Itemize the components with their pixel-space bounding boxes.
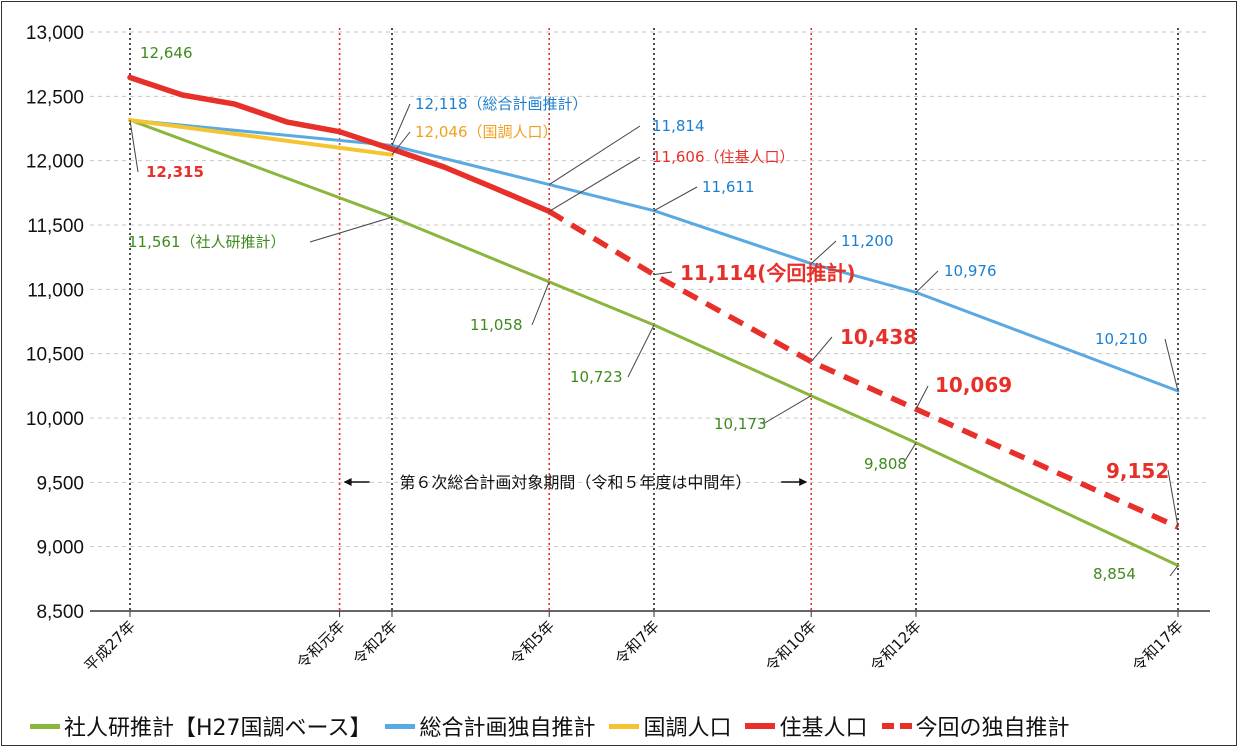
period-note: 第６次総合計画対象期間（令和５年度は中間年） [399,473,751,492]
y-tick-label: 9,500 [36,473,84,494]
legend-swatch-yellow [609,723,640,729]
data-label: 10,210 [1095,330,1148,348]
legend-item-juki: 住基人口 [745,710,868,742]
annotation-leader [810,240,837,264]
legend-item-konkai: 今回の独自推計 [881,710,1070,742]
x-tick-label: 令和12年 [867,617,925,675]
annotation-leader [309,216,393,243]
data-label: 10,173 [714,415,767,433]
annotation-leader [762,395,812,425]
data-label: 11,561（社人研推計） [128,233,286,251]
data-label: 12,046（国調人口） [415,123,558,141]
annotation-leader [1167,469,1179,528]
x-tick-label: 令和10年 [762,617,820,675]
data-label: 10,976 [944,262,997,280]
y-tick-label: 10,500 [26,345,84,366]
period-arrowhead-left [343,478,352,486]
y-tick-label: 12,500 [26,87,84,108]
annotation-leader [915,385,929,410]
x-tick-label: 令和元年 [293,617,348,672]
x-tick-label: 平成27年 [81,617,139,675]
annotation-leader [391,103,411,146]
data-label: 9,808 [864,455,907,473]
y-tick-label: 10,000 [26,409,84,430]
annotation-leader [653,271,673,276]
data-label: 11,058 [470,316,523,334]
legend-label: 住基人口 [779,716,868,741]
legend-swatch-red-dashed [881,723,912,729]
annotation-leader [653,186,698,212]
data-label: 11,114(今回推計) [680,261,855,285]
data-label: 12,118（総合計画推計） [415,95,588,113]
x-tick-label: 令和17年 [1129,617,1187,675]
data-label: 12,646 [140,44,193,62]
annotation-leader [902,442,917,465]
legend-swatch-blue [385,723,416,729]
series-line [547,209,1180,530]
series-line [127,74,552,215]
annotation-leader [915,270,939,293]
legend-swatch-red [745,723,776,729]
data-label: 11,606（住基人口） [652,148,795,166]
annotation-leader [810,336,833,362]
x-tick-label: 令和5年 [507,617,558,668]
annotation-leader [129,120,139,173]
annotation-leader [1164,338,1179,392]
annotation-leader [1169,565,1179,577]
data-label: 9,152 [1106,459,1169,483]
data-label: 10,723 [570,368,623,386]
population-line-chart: 8,500 9,000 9,500 10,000 10,500 11,000 11,500 1… [26,23,1210,675]
x-tick-label: 令和7年 [612,617,663,668]
legend-label: 総合計画独自推計 [419,716,596,741]
legend-item-kokucho: 国調人口 [609,710,731,742]
annotation-leader [548,156,641,212]
data-label: 11,814 [652,117,705,135]
data-label: 8,854 [1093,565,1136,583]
data-label: 11,200 [841,232,894,250]
x-tick-label: 令和2年 [350,617,401,668]
annotation-leader [548,125,641,186]
y-tick-label: 13,000 [26,23,84,44]
annotation-leader [531,281,550,326]
legend-label: 今回の独自推計 [915,716,1070,741]
y-tick-label: 9,000 [36,538,84,559]
y-tick-label: 12,000 [26,152,84,173]
legend-swatch-green [30,723,60,729]
y-tick-label: 11,500 [27,216,84,237]
chart-legend: 社人研推計【H27国調ベース】 総合計画独自推計 国調人口 住基人口 今回の独自… [0,706,1240,746]
annotation-leader [391,131,411,156]
data-label: 12,315 [146,163,204,181]
legend-item-sogo: 総合計画独自推計 [385,710,595,742]
y-tick-label: 11,000 [27,280,84,301]
legend-item-shajinken: 社人研推計【H27国調ベース】 [30,710,371,742]
data-label: 10,438 [840,325,917,349]
annotation-leader [627,324,655,378]
series-line [128,118,394,157]
data-label: 10,069 [935,373,1012,397]
legend-label: 国調人口 [643,716,732,741]
legend-label: 社人研推計【H27国調ベース】 [64,716,372,741]
data-label: 11,611 [702,178,755,196]
period-arrowhead-right [799,478,808,486]
y-tick-label: 8,500 [36,602,84,623]
